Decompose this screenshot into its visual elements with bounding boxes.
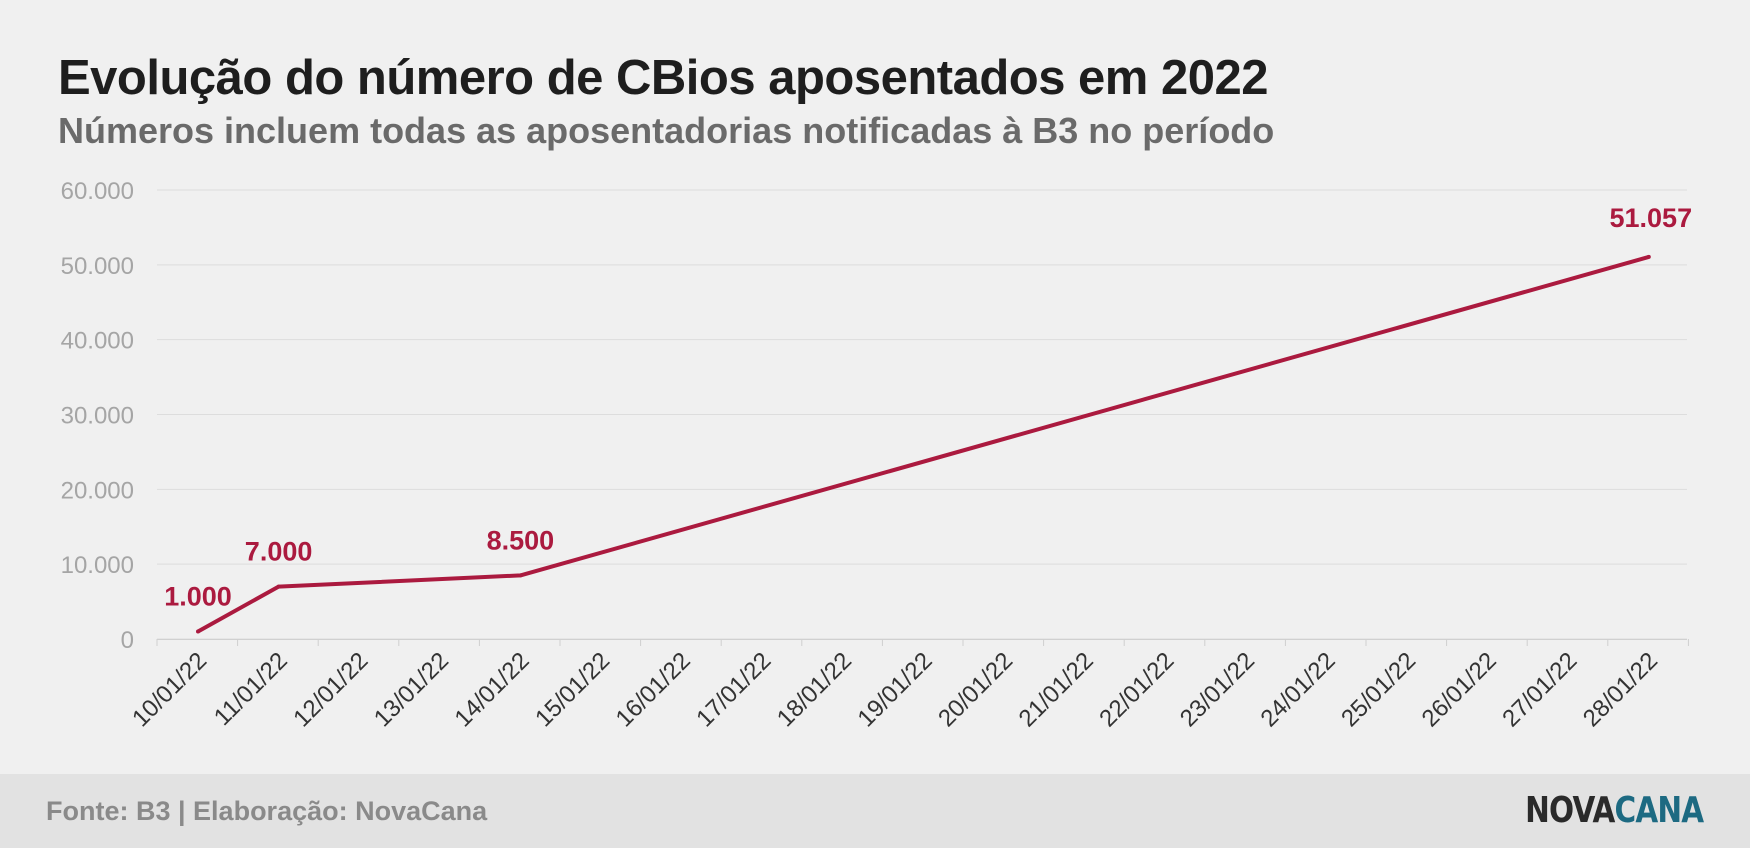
x-tick-label: 24/01/22 (1255, 647, 1340, 732)
data-point (518, 573, 523, 578)
data-label: 51.057 (1610, 203, 1693, 233)
gridlines (157, 189, 1687, 640)
x-tick-label: 11/01/22 (209, 647, 293, 731)
x-tick-label: 22/01/22 (1094, 647, 1179, 732)
y-tick-label: 60.000 (61, 178, 134, 205)
data-point (196, 629, 200, 634)
x-tick-label: 12/01/22 (288, 647, 373, 732)
x-tick-label: 23/01/22 (1175, 647, 1260, 732)
data-point (1646, 254, 1651, 259)
data-labels: 1.000 7.000 8.500 51.057 (164, 203, 1692, 612)
series-line (197, 254, 1650, 634)
x-tick-label: 27/01/22 (1497, 647, 1582, 732)
y-tick-label: 30.000 (61, 403, 134, 430)
line-chart: 0 10.000 20.000 30.000 40.000 50.000 60.000 10… (61, 178, 1693, 732)
footer: Fonte: B3 | Elaboração: NovaCana NOVACAN… (0, 774, 1750, 848)
data-label: 8.500 (487, 525, 555, 555)
x-tick-label: 28/01/22 (1578, 647, 1663, 732)
x-tick-label: 15/01/22 (530, 647, 615, 732)
data-label: 1.000 (164, 582, 232, 612)
x-tick-label: 17/01/22 (691, 647, 776, 732)
x-tick-label: 10/01/22 (127, 647, 212, 732)
x-tick-label: 20/01/22 (933, 647, 1018, 732)
x-tick-label: 16/01/22 (611, 647, 696, 732)
x-tick-label: 13/01/22 (369, 647, 454, 732)
y-tick-label: 0 (121, 627, 134, 654)
y-axis-labels: 0 10.000 20.000 30.000 40.000 50.000 60.000 (61, 178, 134, 654)
y-tick-label: 20.000 (61, 477, 134, 504)
novacana-logo: NOVACANA (1524, 790, 1704, 831)
y-tick-label: 40.000 (61, 328, 134, 355)
chart-subtitle: Números incluem todas as aposentadorias … (58, 110, 1275, 151)
source-note: Fonte: B3 | Elaboração: NovaCana (46, 796, 488, 826)
logo-part-cana: CANA (1614, 790, 1704, 831)
x-tick-label: 21/01/22 (1014, 647, 1099, 732)
x-tick-label: 19/01/22 (852, 647, 937, 732)
x-tick-label: 14/01/22 (449, 647, 534, 732)
data-label: 7.000 (245, 537, 313, 567)
series (196, 254, 1651, 634)
data-point (276, 584, 281, 589)
x-tick-label: 18/01/22 (772, 647, 857, 732)
logo-part-nova: NOVA (1524, 790, 1615, 831)
x-tick-label: 25/01/22 (1336, 647, 1421, 732)
y-tick-label: 50.000 (61, 253, 134, 280)
x-tick-label: 26/01/22 (1417, 647, 1502, 732)
y-tick-label: 10.000 (61, 552, 134, 579)
chart-title: Evolução do número de CBios aposentados … (58, 51, 1269, 105)
x-axis: 10/01/2211/01/2212/01/2213/01/2214/01/22… (127, 639, 1689, 732)
